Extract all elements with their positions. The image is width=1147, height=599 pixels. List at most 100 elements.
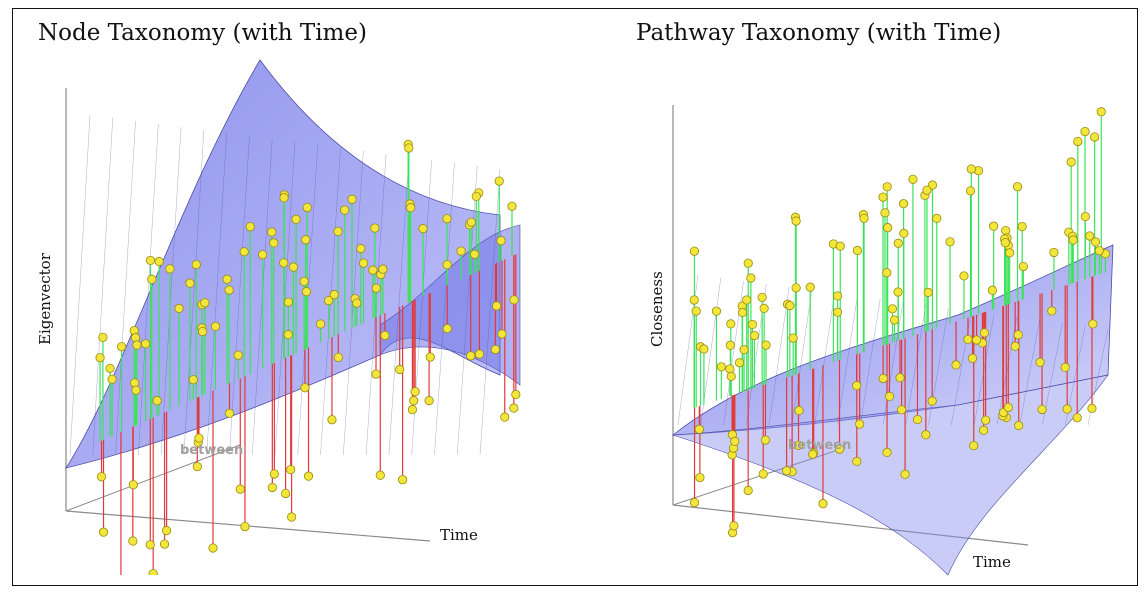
- data-point: [404, 143, 414, 153]
- data-point: [757, 292, 767, 302]
- data-point: [283, 330, 293, 340]
- right-y-axis-label: Closeness: [648, 271, 666, 347]
- data-point: [200, 298, 210, 308]
- data-point: [945, 237, 955, 247]
- data-point: [333, 352, 343, 362]
- data-point: [1001, 225, 1011, 236]
- figure-frame: [12, 8, 1138, 586]
- data-point: [832, 307, 843, 317]
- data-point: [299, 276, 309, 286]
- data-point: [1047, 306, 1057, 316]
- data-point: [509, 295, 519, 305]
- data-point: [921, 430, 931, 440]
- data-point: [805, 282, 815, 292]
- data-point: [378, 264, 388, 274]
- data-point: [852, 381, 862, 391]
- data-point: [471, 191, 481, 202]
- data-point: [1005, 248, 1015, 258]
- data-point: [1094, 246, 1104, 256]
- data-point: [834, 444, 845, 454]
- data-point: [188, 375, 198, 385]
- data-point: [185, 278, 195, 288]
- data-point: [987, 285, 997, 295]
- data-point: [908, 174, 918, 184]
- data-point: [222, 274, 232, 284]
- data-point: [927, 396, 937, 406]
- data-point: [965, 186, 976, 196]
- data-point: [286, 465, 296, 475]
- data-point: [410, 387, 420, 397]
- data-point: [739, 345, 749, 355]
- pathway-taxonomy-plot: between Time Closeness: [628, 85, 1133, 595]
- data-point: [470, 249, 480, 259]
- data-point: [145, 255, 156, 266]
- data-point: [882, 268, 892, 278]
- data-point: [131, 385, 141, 395]
- data-point: [981, 415, 991, 425]
- data-point: [785, 301, 795, 311]
- data-point: [507, 201, 517, 211]
- data-point: [1049, 247, 1059, 258]
- data-point: [497, 329, 507, 339]
- data-point: [880, 208, 890, 218]
- data-point: [347, 194, 357, 204]
- surface-grid-line: [434, 162, 455, 456]
- data-point: [971, 335, 982, 345]
- data-point: [159, 539, 170, 549]
- left-chart-title: Node Taxonomy (with Time): [38, 20, 367, 46]
- surface-grid-line: [411, 159, 432, 456]
- data-point: [1003, 402, 1013, 413]
- data-point: [224, 408, 235, 418]
- data-point: [494, 176, 504, 186]
- data-point: [442, 260, 452, 270]
- data-point: [932, 213, 942, 223]
- data-point: [794, 405, 804, 416]
- data-point: [245, 222, 255, 232]
- data-point: [1012, 182, 1023, 192]
- data-point: [900, 469, 910, 479]
- data-point: [878, 373, 888, 384]
- data-point: [301, 235, 311, 245]
- data-point: [761, 340, 771, 350]
- data-point: [154, 256, 164, 267]
- data-point: [927, 180, 938, 190]
- data-point: [128, 536, 138, 546]
- data-point: [287, 512, 297, 522]
- data-point: [793, 440, 804, 450]
- surface-grid-line: [791, 289, 813, 426]
- data-point: [759, 303, 769, 314]
- data-point: [257, 250, 268, 260]
- data-point: [490, 344, 501, 355]
- data-point: [726, 371, 736, 381]
- data-point: [283, 297, 294, 307]
- data-point: [442, 214, 452, 224]
- data-point: [689, 295, 699, 305]
- data-point: [406, 203, 416, 213]
- data-point: [878, 192, 888, 202]
- data-point: [352, 298, 362, 308]
- surface-grid-line: [905, 304, 926, 426]
- data-point: [855, 419, 865, 429]
- surface-grid-line: [69, 114, 91, 456]
- surface-grid-line: [1019, 319, 1040, 426]
- left-y-axis-label: Eigenvector: [36, 252, 54, 345]
- data-point: [105, 363, 115, 373]
- data-point: [689, 498, 700, 508]
- surface-grid-line: [768, 286, 790, 426]
- data-point: [279, 258, 289, 268]
- data-point: [963, 334, 973, 345]
- data-point: [152, 396, 162, 406]
- data-point: [500, 412, 510, 422]
- data-point: [333, 226, 343, 237]
- data-point: [760, 435, 771, 445]
- data-point: [315, 319, 326, 329]
- data-point: [758, 469, 768, 479]
- surface-grid-line: [138, 123, 159, 456]
- data-point: [1017, 221, 1027, 232]
- surface-grid-line: [814, 292, 835, 426]
- data-point: [107, 374, 117, 384]
- data-point: [893, 238, 903, 248]
- data-point: [889, 315, 900, 325]
- data-point: [409, 396, 419, 406]
- data-point: [161, 526, 172, 536]
